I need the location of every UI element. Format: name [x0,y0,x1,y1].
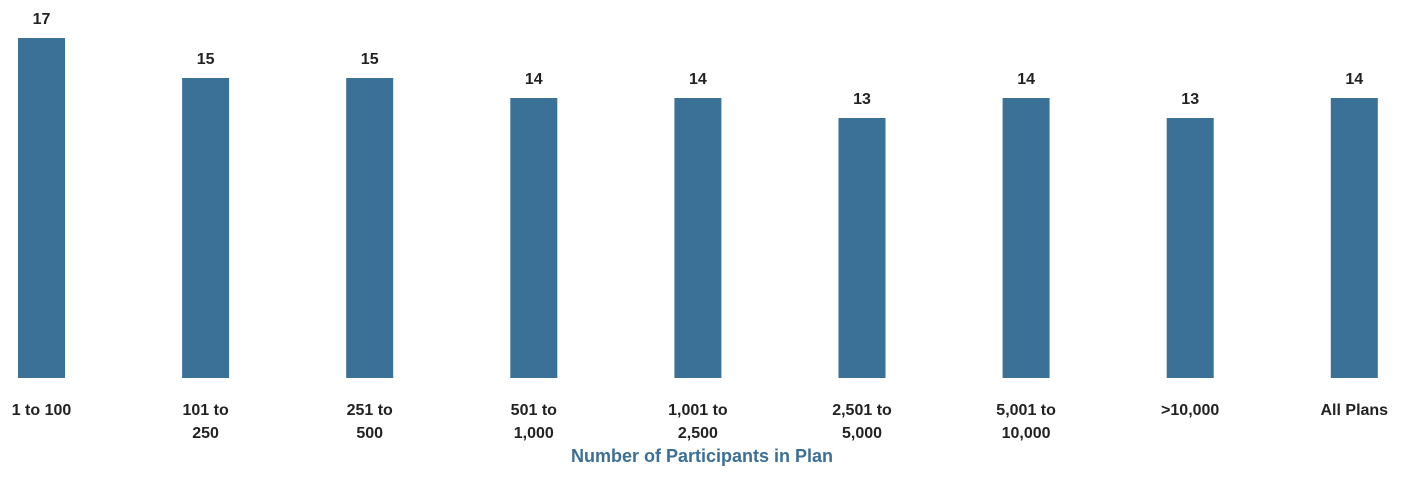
category-label-5-line-1: 1,001 to [668,402,728,419]
value-label-6: 13 [853,91,871,108]
bar-6 [839,118,886,378]
value-labels-group: 17 15 15 14 14 13 14 13 14 [33,11,1364,108]
category-label-8: >10,000 [1161,402,1219,419]
value-label-2: 15 [197,51,215,68]
category-label-2-line-1: 101 to [182,402,228,419]
category-label-2-line-2: 250 [192,425,219,442]
bar-5 [674,98,721,378]
category-label-4-line-1: 501 to [511,402,557,419]
category-label-3-line-2: 500 [356,425,383,442]
bars-group [18,38,1378,378]
category-label-7-line-2: 10,000 [1002,425,1051,442]
bar-4 [510,98,557,378]
category-label-7-line-1: 5,001 to [996,402,1056,419]
value-label-8: 13 [1181,91,1199,108]
bar-2 [182,78,229,378]
category-labels-group: 1 to 100 101 to 250 251 to 500 501 to 1,000 1,0… [12,402,1388,442]
bar-7 [1003,98,1050,378]
bar-1 [18,38,65,378]
bar-9 [1331,98,1378,378]
bar-3 [346,78,393,378]
value-label-7: 14 [1017,71,1035,88]
value-label-1: 17 [33,11,51,28]
category-label-6-line-2: 5,000 [842,425,882,442]
category-label-9: All Plans [1321,402,1389,419]
bar-8 [1167,118,1214,378]
category-label-5-line-2: 2,500 [678,425,718,442]
value-label-9: 14 [1345,71,1363,88]
value-label-5: 14 [689,71,707,88]
category-label-6-line-1: 2,501 to [832,402,892,419]
category-label-3-line-1: 251 to [347,402,393,419]
value-label-3: 15 [361,51,379,68]
category-label-1: 1 to 100 [12,402,72,419]
value-label-4: 14 [525,71,543,88]
x-axis-title: Number of Participants in Plan [571,446,833,466]
category-label-4-line-2: 1,000 [514,425,554,442]
